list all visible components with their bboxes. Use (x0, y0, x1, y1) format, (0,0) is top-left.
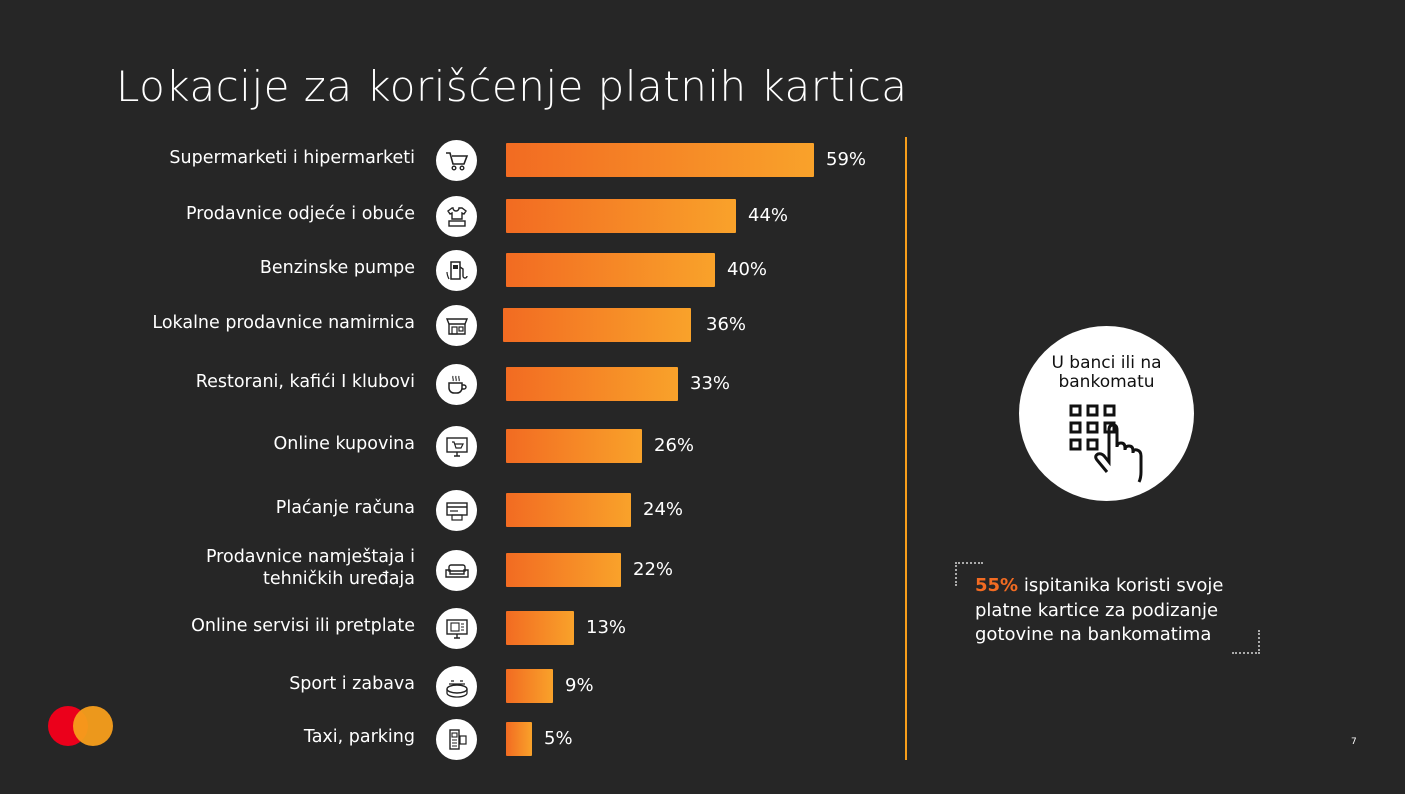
category-label: Restorani, kafići I klubovi (195, 372, 415, 392)
bank-atm-title-line1: U banci ili na (1051, 353, 1162, 373)
callout-corner-bottom (1232, 630, 1260, 654)
value-label: 40% (727, 259, 768, 280)
bank-atm-title-line2: bankomatu (1058, 372, 1155, 392)
bar (506, 611, 574, 645)
bar (506, 553, 621, 587)
value-label: 33% (690, 373, 731, 394)
stadium-icon (436, 666, 477, 707)
atm-keypad-icon (1069, 404, 1143, 483)
shop-icon (436, 305, 477, 346)
category-label: Plaćanje računa (275, 498, 415, 518)
callout-text: ispitanika koristi svoje platne kartice … (975, 575, 1224, 645)
logo-yellow-circle (73, 706, 113, 746)
mastercard-logo (48, 706, 114, 746)
value-label: 26% (654, 435, 695, 456)
fuel-pump-icon (436, 250, 477, 291)
value-label: 5% (544, 728, 573, 749)
bar (506, 493, 631, 527)
category-label: Supermarketi i hipermarketi (169, 148, 415, 168)
bar (506, 143, 814, 177)
category-label: Lokalne prodavnice namirnica (152, 313, 415, 333)
value-label: 13% (586, 617, 627, 638)
bank-atm-badge: U banci ili na bankomatu (1019, 326, 1194, 501)
online-service-icon (436, 608, 477, 649)
category-label: Prodavnice namještaja i tehničkih uređaja (85, 546, 415, 590)
category-label-line: tehničkih uređaja (262, 569, 415, 589)
category-label: Sport i zabava (289, 674, 415, 694)
callout-highlight: 55% (975, 575, 1019, 596)
value-label: 24% (643, 499, 684, 520)
callout-corner-top (955, 562, 983, 586)
parking-meter-icon (436, 719, 477, 760)
bar (506, 429, 642, 463)
category-label: Online kupovina (273, 434, 415, 454)
value-label: 9% (565, 675, 594, 696)
category-label: Prodavnice odjeće i obuće (186, 204, 415, 224)
divider-line (905, 137, 907, 760)
bar (506, 199, 736, 233)
value-label: 59% (826, 149, 867, 170)
bank-atm-title: U banci ili na bankomatu (1019, 354, 1194, 392)
bar (503, 308, 691, 342)
category-label-line: Prodavnice namještaja i (205, 547, 415, 567)
category-label: Online servisi ili pretplate (191, 616, 415, 636)
bar (506, 669, 553, 703)
coffee-cup-icon (436, 364, 477, 405)
online-shop-icon (436, 426, 477, 467)
shopping-cart-icon (436, 140, 477, 181)
sofa-icon (436, 550, 477, 591)
value-label: 44% (748, 205, 789, 226)
bar (506, 253, 715, 287)
category-label: Benzinske pumpe (259, 258, 415, 278)
page-number: 7 (1351, 737, 1357, 747)
clothing-icon (436, 196, 477, 237)
atm-callout: 55% ispitanika koristi svoje platne kart… (975, 574, 1260, 648)
value-label: 22% (633, 559, 674, 580)
bill-payment-icon (436, 490, 477, 531)
category-label: Taxi, parking (303, 727, 415, 747)
page-title: Lokacije za korišćenje platnih kartica (116, 62, 908, 111)
bar (506, 367, 678, 401)
value-label: 36% (706, 314, 747, 335)
bar (506, 722, 532, 756)
